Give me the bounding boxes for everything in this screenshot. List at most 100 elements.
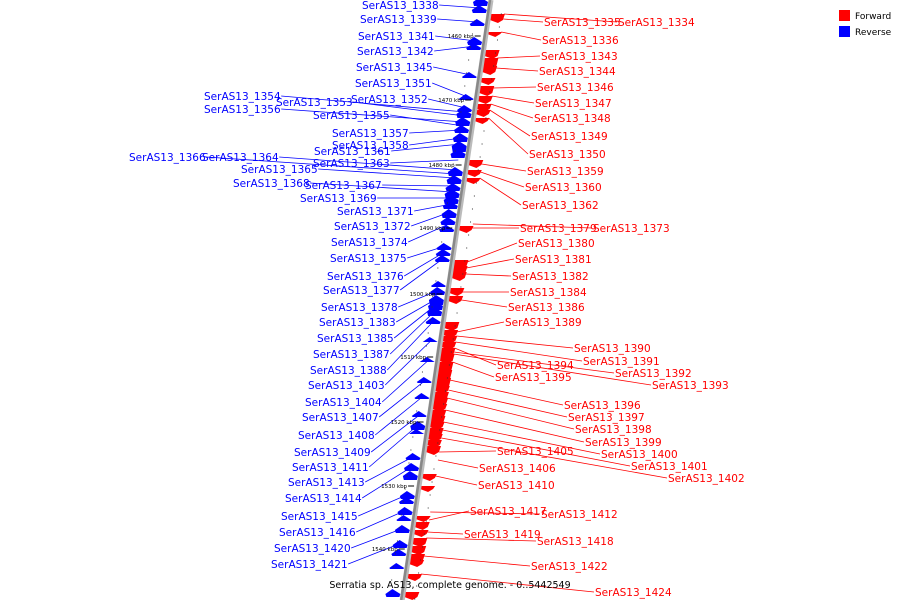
forward-gene-label: SerAS13_1422	[531, 561, 608, 573]
reverse-gene-label: SerAS13_1371	[337, 206, 414, 218]
forward-gene	[444, 322, 460, 331]
reverse-gene-label: SerAS13_1365	[241, 164, 318, 176]
tick-label: 1480 kbp	[429, 163, 455, 169]
reverse-leader-line	[365, 455, 415, 483]
forward-gene	[466, 170, 482, 177]
reverse-gene	[469, 19, 485, 26]
forward-leader-line	[437, 459, 479, 469]
forward-leader-line	[445, 409, 585, 443]
forward-gene-label: SerAS13_1334	[618, 17, 695, 29]
reverse-gene-label: SerAS13_1409	[294, 447, 371, 459]
reverse-gene-label: SerAS13_1338	[362, 0, 439, 12]
reverse-gene	[389, 563, 405, 569]
reverse-gene	[440, 217, 456, 225]
reverse-gene-label: SerAS13_1413	[288, 477, 365, 489]
reverse-gene-label: SerAS13_1364	[202, 152, 279, 164]
forward-gene-label: SerAS13_1389	[505, 317, 582, 329]
forward-leader-line	[423, 555, 531, 567]
genome-backbone	[399, 0, 494, 600]
forward-gene-label: SerAS13_1410	[478, 480, 555, 492]
reverse-gene-label: SerAS13_1411	[292, 462, 369, 474]
forward-gene-label: SerAS13_1343	[541, 51, 618, 63]
reverse-leader-line	[390, 159, 459, 164]
reverse-leader-line	[391, 143, 461, 152]
forward-leader-line	[442, 429, 631, 467]
forward-gene	[479, 86, 495, 96]
forward-leader-line	[439, 450, 497, 453]
forward-gene-label: SerAS13_1390	[574, 343, 651, 355]
reverse-gene-label: SerAS13_1358	[332, 140, 409, 152]
forward-leader-line	[490, 103, 534, 119]
forward-gene-label: SerAS13_1417	[470, 506, 547, 518]
reverse-gene-label: SerAS13_1375	[330, 253, 407, 265]
forward-gene-label: SerAS13_1373	[593, 223, 670, 235]
forward-gene-label: SerAS13_1402	[668, 473, 745, 485]
reverse-gene	[455, 117, 471, 126]
legend-label-reverse: Reverse	[855, 28, 892, 38]
reverse-gene-label: SerAS13_1368	[233, 178, 310, 190]
forward-gene-label: SerAS13_1406	[479, 463, 556, 475]
reverse-leader-line	[281, 95, 466, 113]
forward-gene	[484, 50, 500, 59]
forward-gene	[451, 272, 467, 281]
forward-leader-line	[466, 258, 515, 269]
reverse-gene	[392, 540, 408, 548]
reverse-gene-label: SerAS13_1361	[314, 146, 391, 158]
forward-gene	[477, 96, 493, 104]
forward-gene	[407, 574, 423, 581]
forward-leader-line	[453, 353, 652, 386]
forward-leader-line	[461, 299, 508, 308]
forward-gene-label: SerAS13_1424	[595, 587, 672, 599]
forward-gene-label: SerAS13_1401	[631, 461, 708, 473]
scale-ticks: 1460 kbp 1470 kbp 1480 kbp 1490 kbp 1500 kbp…	[372, 7, 502, 600]
reverse-gene	[473, 0, 488, 6]
forward-leader-line	[454, 347, 497, 366]
reverse-leader-line	[353, 101, 465, 117]
forward-gene	[458, 226, 474, 233]
reverse-leader-line	[374, 395, 424, 436]
forward-gene	[474, 118, 490, 124]
reverse-leader-line	[318, 168, 456, 179]
tick-label: 1540 kbp	[372, 547, 398, 553]
reverse-gene-label: SerAS13_1339	[360, 14, 437, 26]
reverse-gene	[436, 243, 452, 250]
forward-leader-line	[443, 421, 601, 455]
forward-gene	[411, 546, 427, 555]
forward-gene-label: SerAS13_1347	[535, 98, 612, 110]
reverse-gene	[441, 209, 457, 218]
tick-label: 1520 kbp	[391, 420, 417, 426]
forward-leader-line	[495, 67, 539, 72]
forward-gene	[480, 78, 496, 85]
forward-gene	[475, 110, 491, 117]
legend-label-forward: Forward	[855, 12, 891, 22]
reverse-gene-label: SerAS13_1369	[300, 193, 377, 205]
forward-gene-label: SerAS13_1397	[568, 412, 645, 424]
reverse-gene-label: SerAS13_1416	[279, 527, 356, 539]
reverse-gene	[422, 337, 438, 342]
forward-leader-line	[501, 31, 542, 41]
reverse-leader-line	[281, 108, 464, 123]
reverse-gene-label: SerAS13_1353	[276, 97, 353, 109]
reverse-leader-line	[384, 339, 432, 386]
forward-gene	[448, 296, 464, 304]
reverse-gene-label: SerAS13_1356	[204, 104, 281, 116]
forward-gene-label: SerAS13_1398	[575, 424, 652, 436]
forward-leader-line	[447, 397, 575, 430]
legend-swatch-reverse	[839, 26, 850, 37]
forward-leader-line	[452, 361, 495, 378]
reverse-gene	[385, 589, 401, 597]
forward-leader-line	[503, 18, 544, 23]
reverse-leader-line	[437, 18, 479, 23]
tick-label: 1530 kbp	[381, 484, 407, 490]
reverse-leader-line	[389, 309, 437, 355]
forward-leader-line	[435, 475, 478, 486]
forward-gene-label: SerAS13_1405	[497, 446, 574, 458]
forward-leader-line	[481, 163, 527, 172]
forward-gene	[482, 66, 498, 75]
reverse-gene	[410, 421, 426, 430]
reverse-gene	[404, 463, 420, 471]
forward-gene-label: SerAS13_1344	[539, 66, 616, 78]
forward-leader-line	[465, 273, 512, 277]
reverse-gene-label: SerAS13_1376	[327, 271, 404, 283]
forward-leader-line	[430, 511, 541, 515]
